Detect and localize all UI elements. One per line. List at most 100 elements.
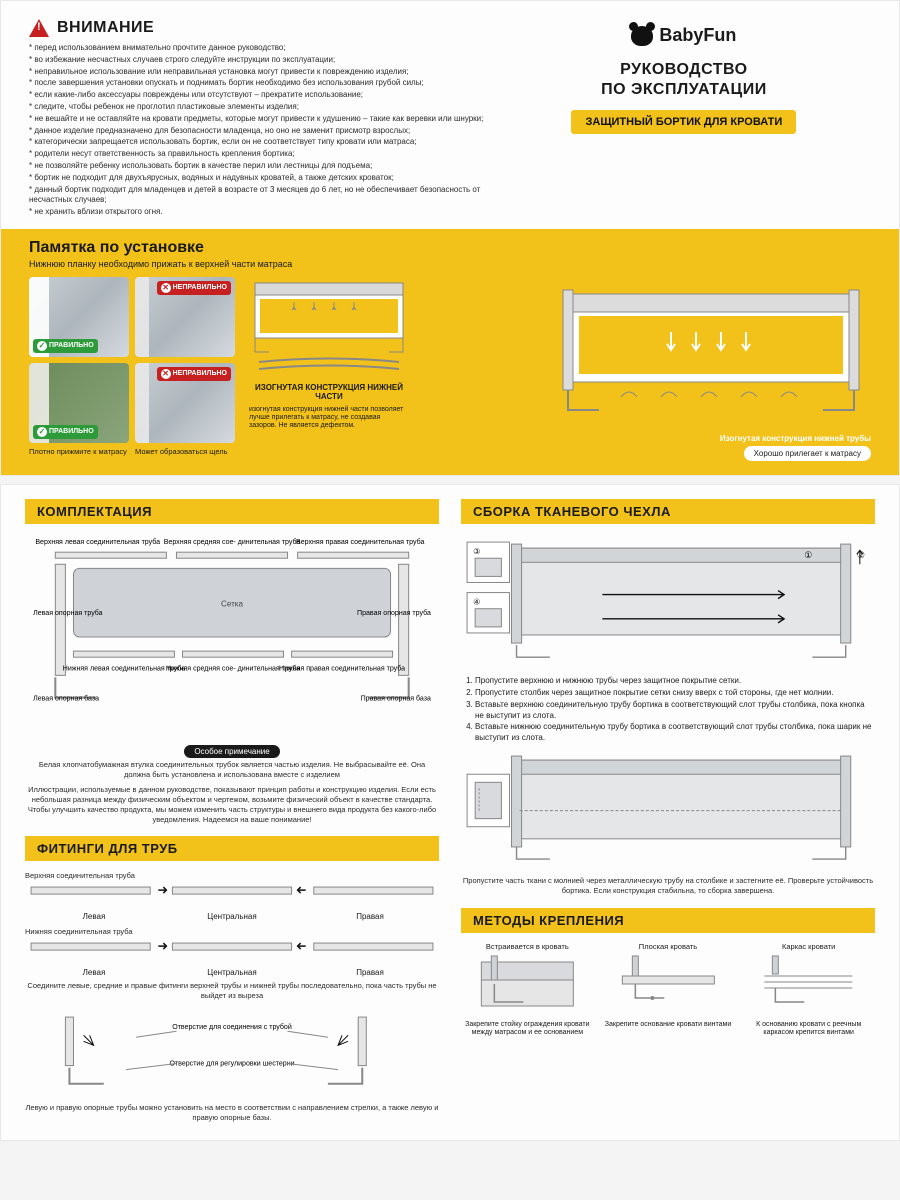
no-label: НЕПРАВИЛЬНО [173,284,227,291]
warning-item: * следите, чтобы ребенок не проглотил пл… [29,102,497,113]
kit-footer: Иллюстрации, используемые в данном руков… [25,785,439,824]
cover-step: Вставьте верхнюю соединительную трубу бо… [475,700,875,722]
svg-text:Верхняя левая соединительная т: Верхняя левая соединительная труба [35,538,160,546]
fit-note2: Левую и правую опорные трубы можно устан… [25,1103,439,1123]
mount-item: Плоская кровать Закрепите основание крова… [602,943,735,1037]
mount-label: Встраивается в кровать [461,943,594,951]
bear-logo-icon [631,26,653,46]
mount-diagram [742,954,875,1012]
manual-title-l1: РУКОВОДСТВО [620,61,747,78]
warning-item: * перед использованием внимательно прочт… [29,43,497,54]
svg-text:Отверстие для соединения с тру: Отверстие для соединения с трубой [172,1023,292,1031]
cover-step: Пропустите верхнюю и нижнюю трубы через … [475,676,875,687]
top-row: ВНИМАНИЕ * перед использованием внимател… [1,1,899,229]
fit-labels-1: Левая Центральная Правая [25,912,439,921]
cover-note: Пропустите часть ткани с молнией через м… [461,876,875,896]
fit-center-2: Центральная [163,968,301,977]
curved-svg [249,277,409,377]
mount-diagram [461,954,594,1012]
fit-labels-2: Левая Центральная Правая [25,968,439,977]
no-label-2: НЕПРАВИЛЬНО [173,370,227,377]
fit-left-2: Левая [25,968,163,977]
warning-item: * не позволяйте ребенку использовать бор… [29,161,497,172]
install-title: Памятка по установке [29,239,871,257]
cover-diagram-2 [461,750,875,871]
svg-text:Нижняя правая соединительная т: Нижняя правая соединительная труба [279,664,405,672]
manual-title-l2: ПО ЭКСПЛУАТАЦИИ [601,81,767,98]
note-pill: Особое примечание [184,745,279,758]
ok-label: ПРАВИЛЬНО [49,342,94,349]
kit-note: Белая хлопчатобумажная втулка соединител… [25,760,439,780]
svg-text:Верхняя правая соединительная: Верхняя правая соединительная труба [296,538,424,546]
warning-item: * не вешайте и не оставляйте на кровати … [29,114,497,125]
kit-diagram: Верхняя левая соединительная труба Верхн… [25,534,439,736]
cover-steps: Пропустите верхнюю и нижнюю трубы через … [461,676,875,744]
photo-wrong-2: ✕НЕПРАВИЛЬНО [135,363,235,443]
hero-label-1: Изогнутая конструкция нижней трубы [423,434,871,443]
warning-item: * родители несут ответственность за прав… [29,149,497,160]
svg-text:④: ④ [473,598,480,607]
fit-bot-label: Нижняя соединительная труба [25,927,439,937]
mount-title: МЕТОДЫ КРЕПЛЕНИЯ [461,908,875,933]
warning-item: * если какие-либо аксессуары повреждены … [29,90,497,101]
svg-text:Сетка: Сетка [221,600,243,609]
hero-diagram: Изогнутая конструкция нижней трубы Хорош… [423,277,871,461]
warning-item: * не хранить вблизи открытого огня. [29,207,497,218]
curved-desc: изогнутая конструкция нижней части позво… [249,406,409,431]
mount-row: Встраивается в кровать Закрепите стойку о… [461,943,875,1037]
mount-label: Каркас кровати [742,943,875,951]
left-column: КОМПЛЕКТАЦИЯ Верхняя левая соединительна… [25,499,439,1122]
manual-page-bottom: КОМПЛЕКТАЦИЯ Верхняя левая соединительна… [0,484,900,1141]
manual-page-top: ВНИМАНИЕ * перед использованием внимател… [0,0,900,476]
svg-text:Левая опорная база: Левая опорная база [33,695,99,703]
mount-item: Каркас кровати К основанию кровати с рееч… [742,943,875,1037]
badge-wrong-1: ✕НЕПРАВИЛЬНО [157,281,231,295]
curved-diagram: ИЗОГНУТАЯ КОНСТРУКЦИЯ НИЖНЕЙ ЧАСТИ изогн… [249,277,409,431]
fit-left: Левая [25,912,163,921]
warning-section: ВНИМАНИЕ * перед использованием внимател… [29,19,497,219]
warning-item: * после завершения установки опускать и … [29,78,497,89]
cover-diagram-1: ① ② ③ ④ [461,534,875,665]
svg-text:Верхняя средняя сое- динительн: Верхняя средняя сое- динительная труба [164,538,301,546]
svg-text:Правая опорная труба: Правая опорная труба [357,609,431,617]
kit-title: КОМПЛЕКТАЦИЯ [25,499,439,524]
mount-diagram [602,954,735,1012]
cap-ok: Плотно прижмите к матрасу [29,447,129,456]
cover-step: Вставьте нижнюю соединительную трубу бор… [475,722,875,744]
warning-item: * бортик не подходит для двухъярусных, в… [29,173,497,184]
base-assembly-svg: Отверстие для соединения с трубой Отверс… [25,1007,439,1098]
install-photos: ✓ПРАВИЛЬНО ✕НЕПРАВИЛЬНО ✓ПРАВИЛЬНО ✕НЕПР… [29,277,235,456]
warning-title: ВНИМАНИЕ [57,19,154,37]
manual-title: РУКОВОДСТВО ПО ЭКСПЛУАТАЦИИ [497,60,871,100]
photo-wrong-1: ✕НЕПРАВИЛЬНО [135,277,235,357]
fit-right: Правая [301,912,439,921]
right-column: СБОРКА ТКАНЕВОГО ЧЕХЛА ① ② ③ ④ Пропустит… [461,499,875,1122]
badge-correct: ✓ПРАВИЛЬНО [33,339,98,353]
mount-caption: Закрепите стойку ограждения кровати межд… [461,1021,594,1037]
fittings-title: ФИТИНГИ ДЛЯ ТРУБ [25,836,439,861]
hero-svg [551,277,871,427]
mount-item: Встраивается в кровать Закрепите стойку о… [461,943,594,1037]
mount-label: Плоская кровать [602,943,735,951]
install-memo: Памятка по установке Нижнюю планку необх… [1,229,899,475]
fit-bot-svg [25,937,439,963]
warning-item: * данный бортик подходит для младенцев и… [29,185,497,207]
photo-correct: ✓ПРАВИЛЬНО [29,277,129,357]
hero-label-2: Хорошо прилегает к матрасу [744,446,871,461]
mount-caption: К основанию кровати с реечным каркасом к… [742,1021,875,1037]
fit-right-2: Правая [301,968,439,977]
fit-top-svg [25,881,439,907]
curved-title: ИЗОГНУТАЯ КОНСТРУКЦИЯ НИЖНЕЙ ЧАСТИ [249,384,409,402]
mount-caption: Закрепите основание кровати винтами [602,1021,735,1029]
fit-note1: Соедините левые, средние и правые фитинг… [25,981,439,1001]
badge-wrong-2: ✕НЕПРАВИЛЬНО [157,367,231,381]
fit-center: Центральная [163,912,301,921]
product-tag: ЗАЩИТНЫЙ БОРТИК ДЛЯ КРОВАТИ [571,110,796,134]
warning-item: * неправильное использование или неправи… [29,67,497,78]
warning-item: * во избежание несчастных случаев строго… [29,55,497,66]
svg-text:③: ③ [473,547,480,556]
warning-icon [29,19,49,37]
cap-no: Может образоваться щель [135,447,235,456]
svg-text:Отверстие для регулировки шест: Отверстие для регулировки шестерни [169,1060,294,1067]
photo-correct-2: ✓ПРАВИЛЬНО [29,363,129,443]
